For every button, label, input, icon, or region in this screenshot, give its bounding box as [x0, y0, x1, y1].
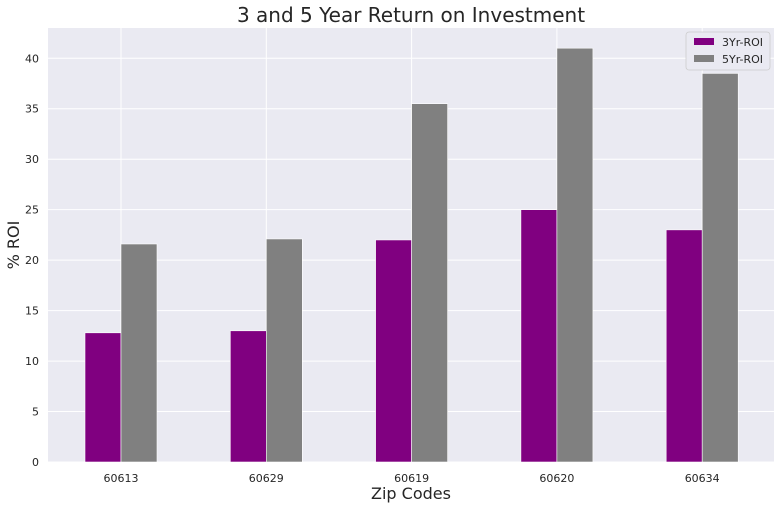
bar-3yr-roi-60613: [84, 332, 122, 463]
x-axis-label: Zip Codes: [371, 484, 451, 503]
bar-5yr-roi-60613: [120, 243, 158, 463]
bar-3yr-roi-60620: [520, 209, 558, 463]
x-tick-label: 60620: [539, 472, 574, 485]
legend-swatch-5yr: [694, 55, 714, 62]
y-tick-label: 5: [32, 406, 39, 419]
y-axis-label: % ROI: [4, 221, 23, 270]
bar-3yr-roi-60634: [665, 229, 703, 463]
x-tick-label: 60634: [685, 472, 720, 485]
legend-swatch-3yr: [694, 38, 714, 45]
bar-3yr-roi-60619: [375, 239, 412, 463]
y-tick-label: 15: [25, 305, 39, 318]
x-tick-label: 60613: [104, 472, 139, 485]
legend-label-3yr: 3Yr-ROI: [722, 36, 763, 49]
chart-title: 3 and 5 Year Return on Investment: [237, 3, 585, 27]
y-tick-label: 0: [32, 456, 39, 469]
bars: [84, 47, 739, 463]
y-tick-label: 40: [25, 52, 39, 65]
y-tick-label: 10: [25, 355, 39, 368]
bar-5yr-roi-60619: [411, 103, 448, 463]
y-tick-labels: 0 5 10 15 20 25 30 35 40: [25, 52, 39, 469]
bar-5yr-roi-60620: [556, 47, 594, 463]
legend-label-5yr: 5Yr-ROI: [722, 53, 763, 66]
bar-3yr-roi-60629: [230, 330, 267, 463]
y-tick-label: 25: [25, 204, 39, 217]
bar-5yr-roi-60629: [265, 238, 303, 463]
y-tick-label: 35: [25, 103, 39, 116]
y-tick-label: 20: [25, 254, 39, 267]
y-tick-label: 30: [25, 153, 39, 166]
x-tick-label: 60619: [394, 472, 429, 485]
bar-5yr-roi-60634: [701, 73, 739, 463]
x-tick-labels: 60613 60629 60619 60620 60634: [104, 472, 720, 485]
legend: 3Yr-ROI 5Yr-ROI: [685, 31, 771, 71]
x-tick-label: 60629: [249, 472, 284, 485]
